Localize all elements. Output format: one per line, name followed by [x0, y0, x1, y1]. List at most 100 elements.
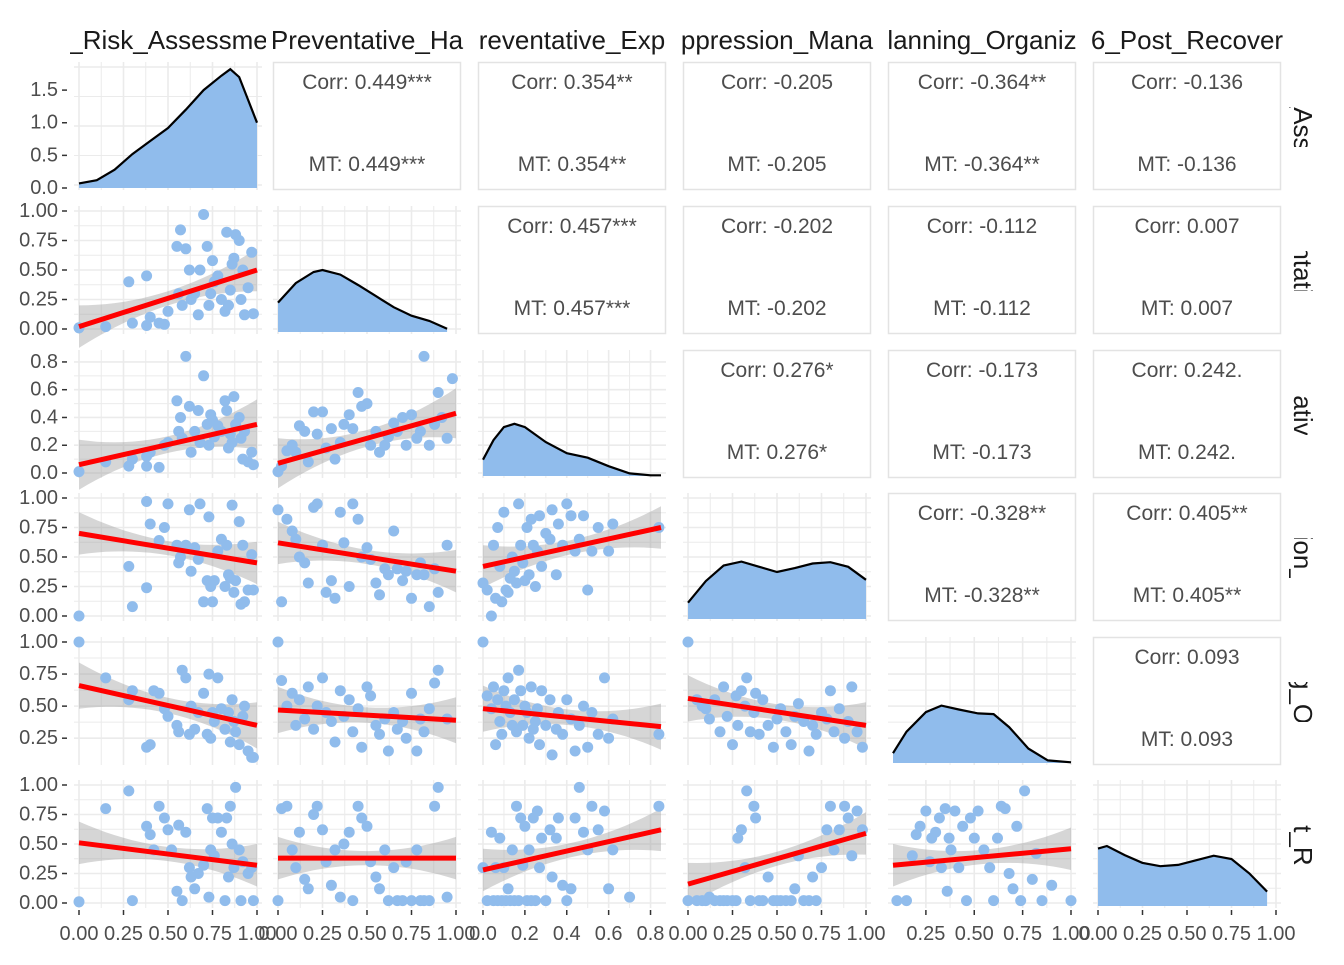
- data-point: [828, 726, 840, 738]
- x-tick-label: 0.25: [104, 923, 143, 945]
- data-point: [175, 224, 186, 236]
- correlation-panel-border: [1092, 205, 1282, 335]
- regression-line: [78, 267, 258, 330]
- data-point: [785, 895, 797, 907]
- x-tick-label: 0.8: [637, 923, 665, 945]
- data-point: [334, 891, 346, 903]
- data-point: [230, 781, 242, 793]
- data-point: [192, 405, 204, 416]
- x-tick-label: 0.0: [469, 923, 497, 945]
- data-point: [432, 387, 444, 398]
- correlation-label: Corr: -0.328**: [918, 502, 1046, 525]
- data-point: [247, 751, 259, 763]
- data-point: [721, 710, 733, 722]
- mt-label: MT: -0.112: [933, 297, 1031, 320]
- x-tick-label: 1.00: [847, 923, 886, 945]
- data-point: [329, 736, 341, 748]
- data-point: [173, 726, 185, 738]
- data-point: [343, 581, 355, 592]
- row-strip-label-4: ning_Orga: [1288, 640, 1318, 762]
- data-point: [961, 895, 972, 907]
- data-point: [347, 423, 359, 435]
- density-area: [688, 561, 866, 619]
- data-point: [515, 539, 527, 551]
- data-point: [126, 685, 138, 697]
- data-point: [203, 668, 215, 680]
- data-point: [246, 246, 258, 258]
- data-point: [180, 672, 192, 684]
- data-point: [338, 418, 350, 430]
- data-point: [379, 844, 391, 856]
- correlation-panel-r2-c3: Corr: 0.276* MT: 0.276*: [682, 349, 872, 479]
- data-point: [183, 400, 195, 412]
- mt-label: MT: -0.328**: [924, 584, 1040, 607]
- data-point: [910, 829, 922, 841]
- data-point: [141, 820, 153, 832]
- data-point: [418, 350, 430, 362]
- density-panel-1: [273, 206, 461, 334]
- x-tick-label: 0.75: [1212, 923, 1251, 945]
- data-point: [311, 800, 323, 812]
- data-point: [242, 282, 254, 294]
- data-point: [573, 533, 585, 545]
- data-point: [741, 672, 753, 684]
- data-point: [506, 844, 518, 856]
- correlation-label: Corr: 0.405**: [1126, 502, 1247, 525]
- data-point: [365, 690, 377, 702]
- data-point: [933, 812, 945, 824]
- data-point: [523, 844, 535, 856]
- data-point: [968, 832, 980, 844]
- data-point: [370, 719, 382, 731]
- data-point: [492, 522, 504, 533]
- data-point: [286, 687, 298, 699]
- data-point: [816, 862, 827, 874]
- data-point: [201, 240, 213, 252]
- data-point: [502, 672, 514, 684]
- data-point: [603, 732, 615, 744]
- data-point: [842, 812, 854, 824]
- correlation-panel-border: [1092, 492, 1282, 622]
- data-point: [126, 317, 138, 329]
- data-point: [748, 800, 760, 812]
- density-panel-2: [478, 350, 666, 478]
- density-panel-3: [683, 493, 871, 621]
- scatter-panel-r3-c1: [272, 493, 461, 621]
- data-point: [953, 862, 965, 874]
- data-point: [272, 636, 284, 648]
- data-point: [586, 707, 598, 718]
- data-point: [978, 844, 990, 856]
- scatter-panel-r1-c0: [73, 206, 262, 348]
- data-point: [176, 895, 188, 907]
- y-tick-label: 0.6: [30, 379, 58, 401]
- regression-line: [78, 683, 258, 728]
- mt-label: MT: 0.007: [1141, 297, 1233, 320]
- data-point: [235, 895, 247, 907]
- data-point: [565, 883, 577, 895]
- data-point: [824, 685, 836, 697]
- x-tick-label: 0.25: [906, 923, 945, 945]
- data-point: [397, 575, 409, 587]
- scatter-panel-r3-c2: [477, 493, 666, 622]
- y-tick-label: 1.00: [19, 631, 58, 653]
- data-point: [599, 805, 610, 817]
- mt-label: MT: -0.136: [1137, 153, 1236, 176]
- data-point: [418, 726, 430, 738]
- data-point: [176, 299, 188, 311]
- data-point: [272, 895, 284, 907]
- data-point: [833, 824, 845, 836]
- correlation-panel-r0-c2: Corr: 0.354** MT: 0.354**: [477, 61, 667, 191]
- data-point: [418, 569, 430, 581]
- data-point: [557, 879, 569, 891]
- data-point: [891, 895, 903, 907]
- data-point: [511, 800, 522, 812]
- scatter-panel-r2-c0: [73, 350, 262, 490]
- data-point: [839, 732, 851, 744]
- data-point: [582, 741, 594, 753]
- data-point: [851, 805, 863, 817]
- data-point: [397, 895, 409, 907]
- data-point: [592, 824, 604, 836]
- y-tick-label: 0.50: [19, 546, 58, 568]
- data-point: [302, 883, 314, 895]
